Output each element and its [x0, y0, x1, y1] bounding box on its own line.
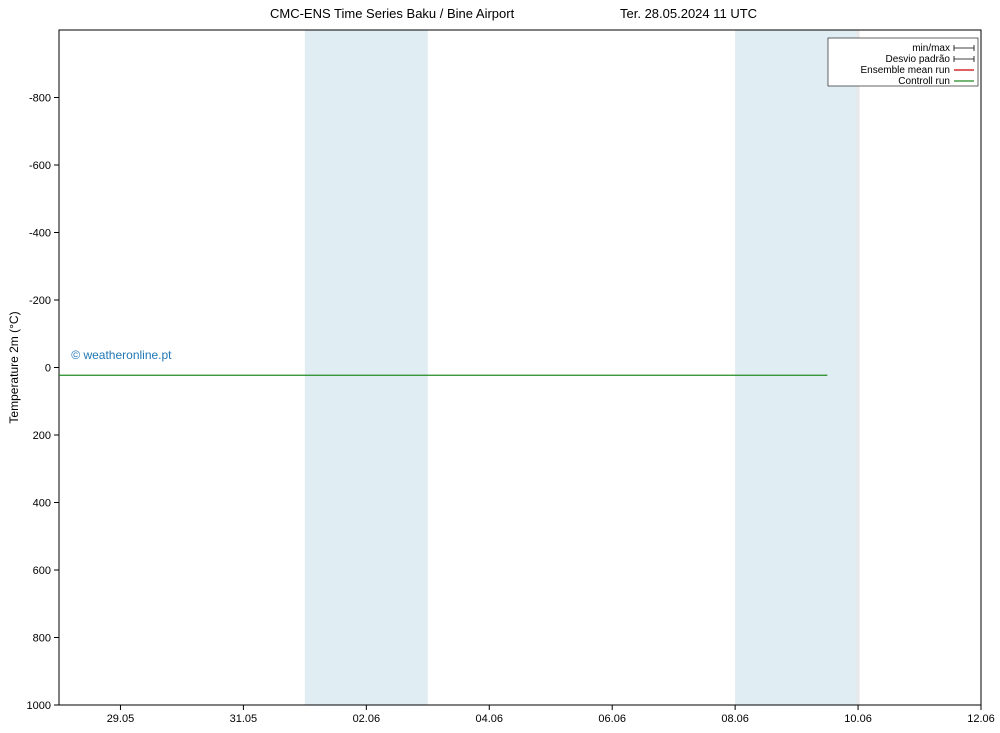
- weekend-band: [305, 30, 428, 705]
- legend-item-label: Ensemble mean run: [861, 65, 951, 76]
- data-end-marker: [857, 30, 860, 705]
- chart-title-right: Ter. 28.05.2024 11 UTC: [620, 6, 757, 21]
- weekend-band: [735, 30, 858, 705]
- x-tick-label: 04.06: [476, 713, 504, 725]
- x-tick-label: 08.06: [721, 713, 749, 725]
- x-tick-label: 12.06: [967, 713, 995, 725]
- y-tick-label: 400: [33, 498, 51, 510]
- watermark: © weatheronline.pt: [71, 348, 172, 362]
- x-tick-label: 02.06: [353, 713, 381, 725]
- legend-item-label: min/max: [912, 43, 950, 54]
- legend-item-label: Desvio padrão: [886, 54, 951, 65]
- y-tick-label: -800: [29, 93, 51, 105]
- x-tick-label: 10.06: [844, 713, 872, 725]
- x-tick-label: 29.05: [107, 713, 135, 725]
- y-tick-label: 600: [33, 565, 51, 577]
- y-axis-label: Temperature 2m (°C): [7, 311, 21, 423]
- x-tick-label: 31.05: [230, 713, 258, 725]
- y-tick-label: -400: [29, 228, 51, 240]
- time-series-chart: -800 -600 -400 -200 0 200 400 600 800 1000 29.05 31…: [0, 0, 1000, 733]
- y-tick-label: -600: [29, 160, 51, 172]
- y-tick-label: -200: [29, 295, 51, 307]
- y-tick-label: 1000: [27, 700, 51, 712]
- chart-container: -800 -600 -400 -200 0 200 400 600 800 1000 29.05 31…: [0, 0, 1000, 733]
- legend: min/maxDesvio padrãoEnsemble mean runCon…: [828, 38, 978, 87]
- legend-item-label: Controll run: [898, 76, 950, 87]
- chart-title-left: CMC-ENS Time Series Baku / Bine Airport: [270, 6, 515, 21]
- x-tick-label: 06.06: [598, 713, 626, 725]
- y-tick-label: 800: [33, 633, 51, 645]
- y-tick-label: 200: [33, 430, 51, 442]
- y-tick-label: 0: [45, 363, 51, 375]
